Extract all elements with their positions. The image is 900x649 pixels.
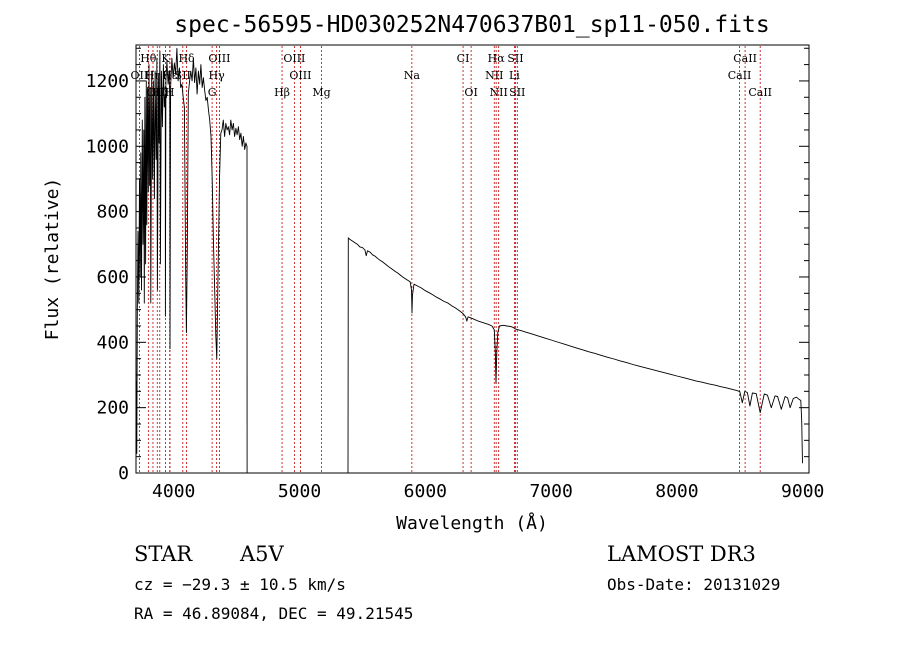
spectral-line-label: SII (509, 86, 525, 99)
spectral-line-label: K (161, 52, 170, 65)
redshift-text: cz = −29.3 ± 10.5 km/s (134, 575, 346, 594)
spectral-line-markers (138, 46, 761, 472)
spectral-line-label: CI (457, 52, 470, 65)
x-tick-label: 4000 (152, 481, 195, 502)
x-axis-ticks: 4000 5000 6000 7000 8000 9000 (152, 481, 824, 502)
spectrum-series (135, 47, 803, 474)
spectral-line-label: NII (485, 69, 503, 82)
spectral-line-label: NII (490, 86, 508, 99)
spectral-line-label: Na (404, 69, 421, 82)
y-tick-label: 1200 (86, 71, 129, 92)
survey-name: LAMOST DR3 (607, 542, 756, 566)
spectral-line-label: OI (464, 86, 477, 99)
x-tick-label: 8000 (655, 481, 698, 502)
x-tick-label: 6000 (404, 481, 447, 502)
spectral-line-label: G (208, 86, 217, 99)
spectral-line-label: Hβ (274, 86, 290, 99)
spectral-line-label: OIII (283, 52, 305, 65)
object-subclass: A5V (239, 542, 285, 566)
spectral-line-label: OII (131, 69, 149, 82)
y-tick-label: 800 (96, 202, 129, 223)
spectral-line-label: SII (175, 69, 191, 82)
spectral-line-label: SII (507, 52, 523, 65)
spectral-line-label: Hδ (178, 52, 195, 65)
y-axis-label: Flux (relative) (42, 178, 63, 341)
spectral-line-label: CaII (733, 52, 757, 65)
spectral-line-label: OIII (289, 69, 311, 82)
chart-title: spec-56595-HD030252N470637B01_sp11-050.f… (174, 12, 769, 38)
x-tick-label: 5000 (278, 481, 321, 502)
y-axis-ticks: 0 200 400 600 800 1000 1200 (86, 47, 809, 484)
spectral-line-label: Li (509, 69, 520, 82)
spectral-line-label: CaII (748, 86, 772, 99)
x-axis-label: Wavelength (Å) (396, 512, 548, 534)
spectral-line-label: Mg (312, 86, 330, 99)
obs-date: Obs-Date: 20131029 (607, 575, 780, 594)
y-tick-label: 0 (118, 463, 129, 484)
x-tick-label: 7000 (529, 481, 572, 502)
x-tick-label: 9000 (781, 481, 824, 502)
spectral-line-label: Hα (488, 52, 506, 65)
spectrum-line (135, 47, 803, 474)
spectral-line-label: Hθ (140, 52, 157, 65)
y-tick-label: 600 (96, 267, 129, 288)
y-tick-label: 200 (96, 398, 129, 419)
coordinates-text: RA = 46.89084, DEC = 49.21545 (134, 604, 413, 623)
spectral-line-label: OIII (208, 52, 230, 65)
spectral-line-label: Hγ (209, 69, 226, 82)
plot-frame (135, 44, 810, 474)
y-tick-label: 1000 (86, 136, 129, 157)
object-class: STAR (134, 542, 193, 566)
spectral-line-label: CaII (728, 69, 752, 82)
y-tick-label: 400 (96, 332, 129, 353)
